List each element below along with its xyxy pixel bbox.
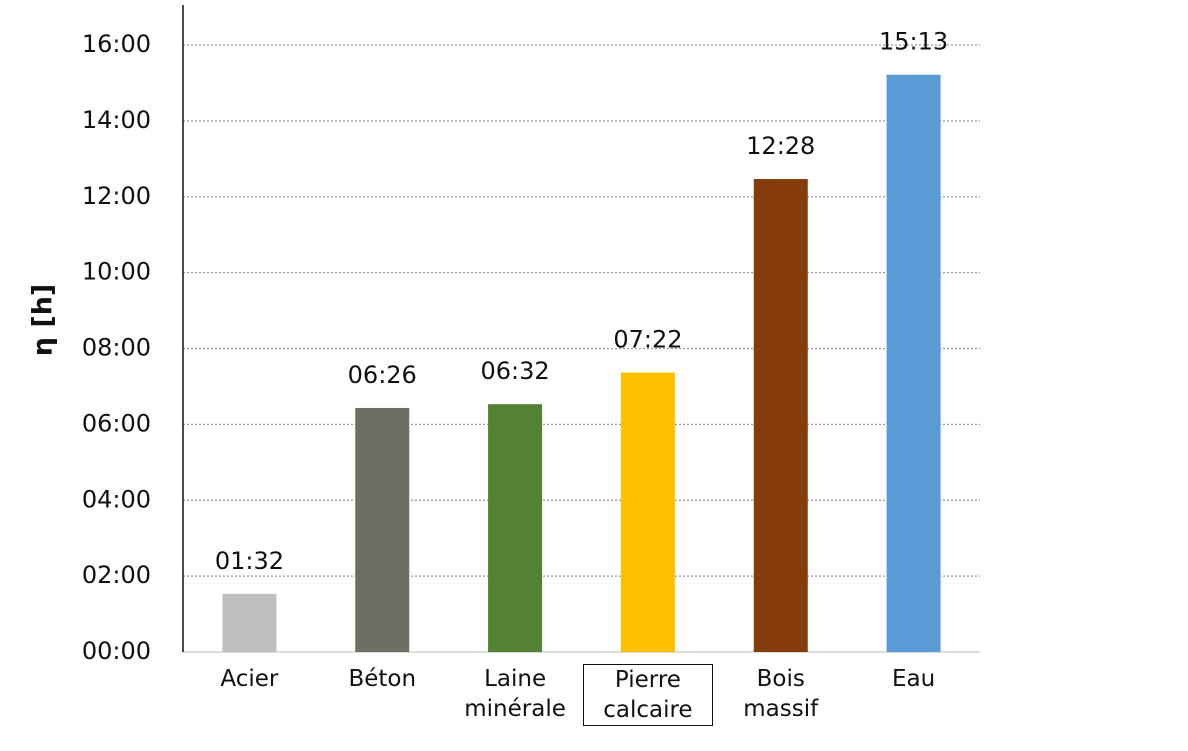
bar — [488, 404, 543, 652]
x-tick-label: Acier — [220, 666, 279, 692]
bar — [222, 593, 277, 652]
x-tick-label: Pierre calcaire — [582, 664, 713, 726]
x-tick-label: Eau — [891, 666, 936, 692]
value-label: 07:22 — [613, 326, 682, 354]
y-tick-label: 10:00 — [82, 258, 151, 286]
value-label: 06:26 — [348, 361, 417, 389]
y-tick-label: 04:00 — [82, 485, 151, 513]
y-tick-label: 14:00 — [82, 106, 151, 134]
bar — [355, 407, 410, 652]
value-label: 06:32 — [480, 357, 549, 385]
y-axis-title: η [h] — [28, 284, 59, 357]
value-label: 01:32 — [215, 547, 284, 575]
bar — [620, 372, 675, 652]
bar — [753, 179, 808, 653]
x-tick-label: Béton — [348, 666, 417, 692]
value-label: 15:13 — [879, 28, 948, 56]
bar — [886, 74, 941, 653]
x-tick-label: Laine minérale — [464, 666, 566, 722]
value-label: 12:28 — [746, 132, 815, 160]
y-tick-label: 16:00 — [82, 30, 151, 58]
y-tick-label: 00:00 — [82, 637, 151, 665]
x-tick-label: Bois massif — [743, 666, 819, 722]
y-tick-label: 08:00 — [82, 334, 151, 362]
y-tick-label: 12:00 — [82, 182, 151, 210]
y-tick-label: 02:00 — [82, 561, 151, 589]
y-tick-label: 06:00 — [82, 409, 151, 437]
